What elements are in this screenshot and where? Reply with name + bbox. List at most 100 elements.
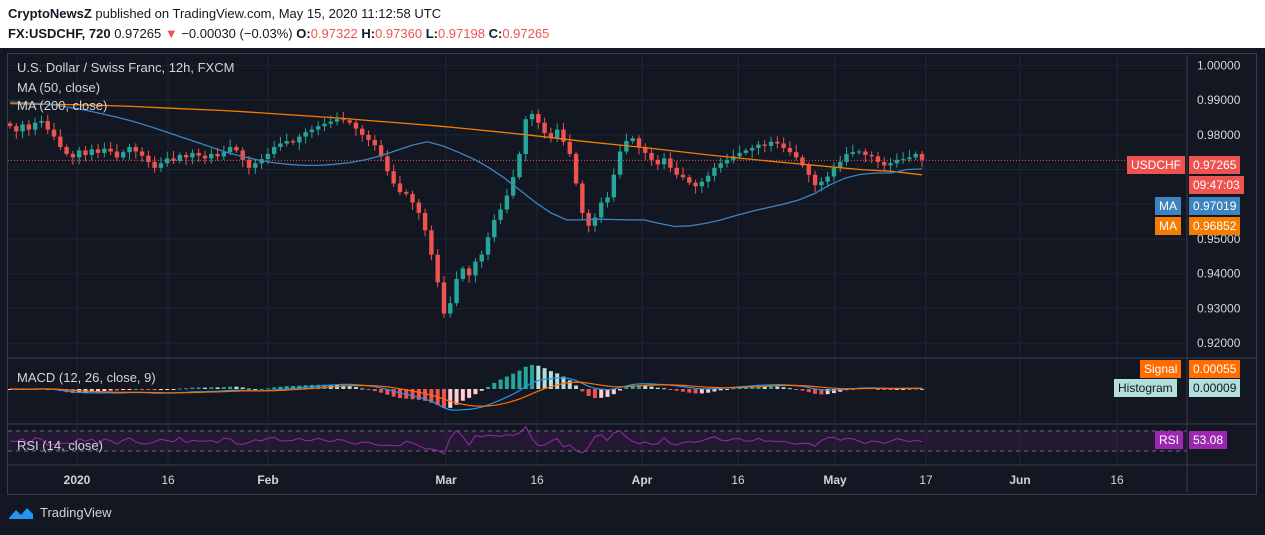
macd-histogram-bar xyxy=(158,389,163,391)
macd-histogram-bar xyxy=(888,389,893,390)
candle-body xyxy=(89,149,94,155)
macd-histogram-bar xyxy=(750,386,755,389)
candle-body xyxy=(460,268,466,279)
macd-histogram-bar xyxy=(165,389,170,390)
candle-body xyxy=(617,151,623,175)
macd-histogram-bar xyxy=(108,389,113,391)
candle-body xyxy=(743,150,749,153)
macd-histogram-bar xyxy=(202,387,207,389)
candle-body xyxy=(812,174,818,186)
macd-histogram-bar xyxy=(511,373,516,389)
candle-body xyxy=(234,146,239,151)
macd-histogram-bar xyxy=(184,388,189,390)
candle-body xyxy=(749,148,755,151)
candle-body xyxy=(580,183,585,213)
low-value: 0.97198 xyxy=(437,26,485,41)
brand-label: TradingView xyxy=(40,505,112,520)
ma50-tag-label: MA xyxy=(1155,197,1181,215)
macd-histogram-bar xyxy=(221,387,226,389)
time-tick-label: 16 xyxy=(731,473,745,487)
candle-body xyxy=(724,159,730,164)
macd-histogram-bar xyxy=(775,386,780,389)
macd-histogram-bar xyxy=(234,386,239,389)
candle-body xyxy=(800,157,805,166)
open-label: O: xyxy=(296,26,311,41)
candle-body xyxy=(127,146,132,153)
macd-histogram-bar xyxy=(498,379,503,389)
macd-histogram-bar xyxy=(901,389,906,390)
high-value: 0.97360 xyxy=(375,26,423,41)
candle-body xyxy=(146,155,151,162)
tradingview-brand[interactable]: TradingView xyxy=(8,505,112,520)
macd-histogram-bar xyxy=(322,384,327,389)
candle-body xyxy=(555,129,560,138)
macd-histogram-bar xyxy=(831,389,836,394)
candle-body xyxy=(479,254,484,262)
candle-body xyxy=(492,219,497,238)
candle-body xyxy=(787,148,793,153)
macd-histogram-bar xyxy=(341,385,346,389)
candle-body xyxy=(661,158,667,165)
macd-histogram-bar xyxy=(618,389,623,391)
macd-histogram-bar xyxy=(882,389,887,390)
time-axis: 2020 16 Feb Mar 16 Apr 16 May 17 Jun 16 xyxy=(8,464,1257,487)
symbol-label: FX:USDCHF, 720 xyxy=(8,26,111,41)
histogram-tag: 0.00009 xyxy=(1189,379,1241,397)
candle-body xyxy=(108,148,113,152)
candle-body xyxy=(699,181,705,187)
candle-body xyxy=(485,237,491,255)
candle-body xyxy=(536,114,541,123)
candle-body xyxy=(718,163,723,168)
ma200-polyline xyxy=(9,102,923,176)
macd-histogram-bar xyxy=(574,385,579,389)
macd-histogram-bar xyxy=(787,388,792,390)
macd-histogram-bar xyxy=(209,387,214,389)
macd-histogram-bar xyxy=(177,388,182,390)
pane-separators xyxy=(8,357,1257,425)
candle-body xyxy=(215,153,220,157)
candle-body xyxy=(14,126,19,132)
candle-body xyxy=(674,167,679,175)
candle-body xyxy=(26,124,32,130)
candle-body xyxy=(114,151,120,158)
candle-body xyxy=(64,146,69,154)
macd-histogram-bar xyxy=(291,386,296,389)
macd-histogram-bar xyxy=(712,389,717,392)
candle-body xyxy=(240,150,245,160)
macd-histogram-bar xyxy=(385,389,390,395)
macd-histogram-bar xyxy=(240,387,245,389)
time-tick-label: Jun xyxy=(1009,473,1030,487)
candle-body xyxy=(303,132,308,137)
tradingview-logo-icon xyxy=(9,507,33,519)
candle-body xyxy=(498,209,503,220)
candle-body xyxy=(366,134,371,141)
macd-histogram-bar xyxy=(913,388,918,390)
candle-body xyxy=(391,171,396,184)
candle-body xyxy=(775,141,780,144)
macd-histogram-bar xyxy=(517,370,522,389)
macd-histogram-bar xyxy=(806,389,811,393)
chart-frame[interactable] xyxy=(7,53,1257,495)
macd-histogram-bar xyxy=(813,389,818,394)
ma200-legend: MA (200, close) xyxy=(17,98,108,113)
macd-histogram-bar xyxy=(920,388,924,390)
symbol-tag: USDCHF xyxy=(1127,156,1185,174)
candle-body xyxy=(510,177,516,196)
macd-histogram-bar xyxy=(737,387,742,389)
candle-body xyxy=(102,148,107,153)
close-label: C: xyxy=(488,26,503,41)
macd-histogram-bar xyxy=(372,389,377,392)
candle-body xyxy=(410,193,415,203)
ma50-polyline xyxy=(9,101,923,228)
macd-histogram-bar xyxy=(441,389,446,409)
candle-body xyxy=(630,138,635,142)
macd-histogram-bar xyxy=(580,389,585,392)
macd-histogram-bar xyxy=(89,389,94,393)
candle-body xyxy=(762,144,767,146)
candle-body xyxy=(416,202,422,213)
macd-histogram-bar xyxy=(366,389,371,390)
macd-histogram-bar xyxy=(668,389,673,390)
macd-histogram-bar xyxy=(278,386,283,389)
macd-histogram-bar xyxy=(215,387,220,389)
